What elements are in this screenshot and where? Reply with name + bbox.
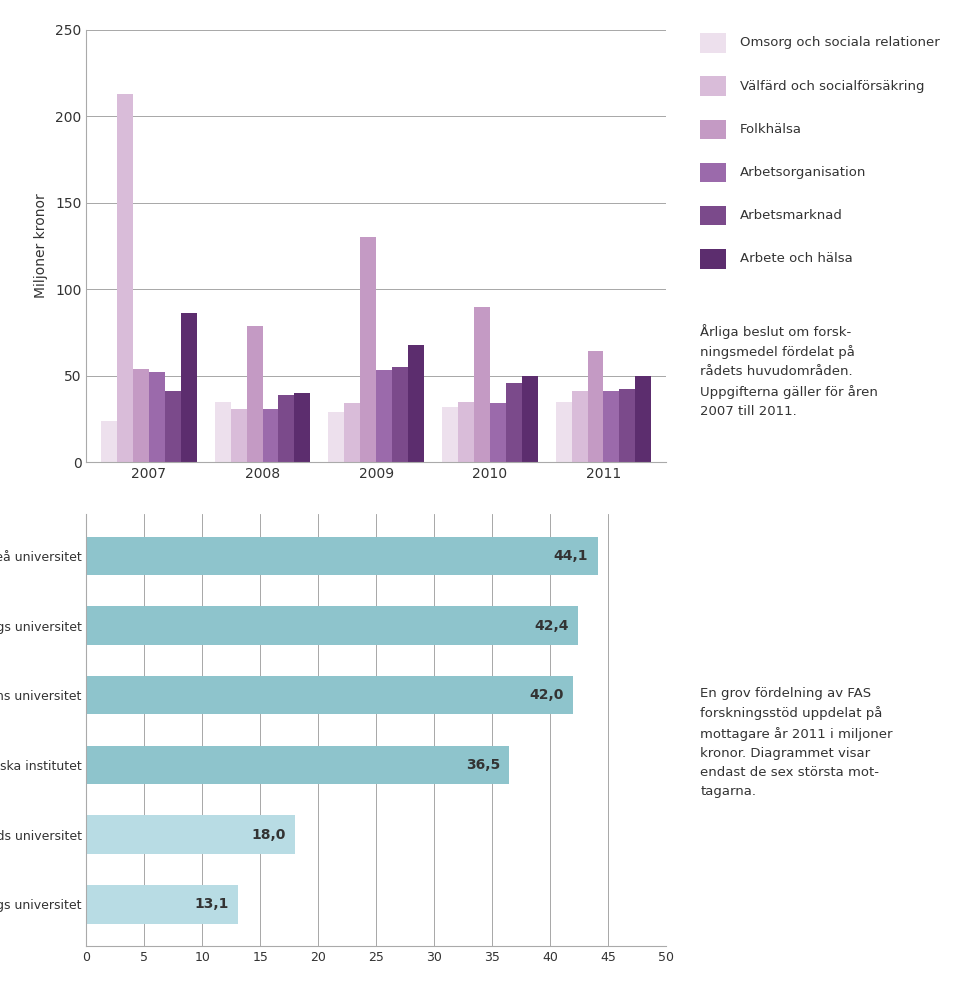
Bar [101, 420, 117, 462]
Bar [180, 314, 197, 462]
Bar [86, 607, 578, 644]
Text: Arbetsmarknad: Arbetsmarknad [739, 209, 843, 222]
Bar [86, 746, 510, 784]
Bar [474, 307, 490, 462]
Bar [278, 394, 295, 462]
Text: Välfärd och socialförsäkring: Välfärd och socialförsäkring [739, 80, 924, 93]
Text: 18,0: 18,0 [252, 828, 286, 842]
Text: 42,0: 42,0 [530, 688, 564, 702]
Bar [133, 369, 149, 462]
FancyBboxPatch shape [700, 77, 727, 96]
Bar [588, 352, 604, 462]
FancyBboxPatch shape [700, 249, 727, 269]
FancyBboxPatch shape [700, 162, 727, 182]
Text: En grov fördelning av FAS
forskningsstöd uppdelat på
mottagare år 2011 i miljone: En grov fördelning av FAS forskningsstöd… [700, 687, 893, 798]
Bar [165, 391, 180, 462]
Bar [247, 326, 262, 462]
Bar [117, 94, 133, 462]
Bar [328, 412, 345, 462]
Bar [442, 406, 458, 462]
Text: 13,1: 13,1 [195, 897, 228, 911]
Bar [490, 403, 506, 462]
Bar [458, 401, 474, 462]
Bar [86, 676, 573, 714]
Bar [604, 391, 619, 462]
Bar [86, 537, 597, 575]
Text: Årliga beslut om forsk-
ningsmedel fördelat på
rådets huvudområden.
Uppgifterna : Årliga beslut om forsk- ningsmedel förde… [700, 324, 878, 418]
Bar [521, 375, 538, 462]
Bar [345, 403, 360, 462]
Bar [376, 371, 392, 462]
Bar [149, 373, 165, 462]
Bar [636, 375, 651, 462]
Bar [86, 885, 238, 923]
Y-axis label: Miljoner kronor: Miljoner kronor [35, 193, 48, 299]
Bar [571, 391, 588, 462]
Text: Arbete och hälsa: Arbete och hälsa [739, 252, 852, 266]
Bar [556, 401, 571, 462]
Text: 42,4: 42,4 [534, 619, 568, 632]
Text: Omsorg och sociala relationer: Omsorg och sociala relationer [739, 36, 940, 50]
Bar [86, 816, 295, 854]
FancyBboxPatch shape [700, 120, 727, 139]
Bar [392, 367, 408, 462]
Text: 36,5: 36,5 [466, 758, 500, 772]
Text: 44,1: 44,1 [554, 549, 588, 563]
FancyBboxPatch shape [700, 33, 727, 53]
Bar [295, 393, 310, 462]
Bar [619, 389, 636, 462]
Text: Folkhälsa: Folkhälsa [739, 123, 802, 135]
Bar [408, 345, 424, 462]
Bar [215, 401, 230, 462]
Bar [262, 408, 278, 462]
Bar [360, 237, 376, 462]
Text: Arbetsorganisation: Arbetsorganisation [739, 166, 866, 179]
Bar [230, 408, 247, 462]
FancyBboxPatch shape [700, 206, 727, 225]
Bar [506, 382, 521, 462]
